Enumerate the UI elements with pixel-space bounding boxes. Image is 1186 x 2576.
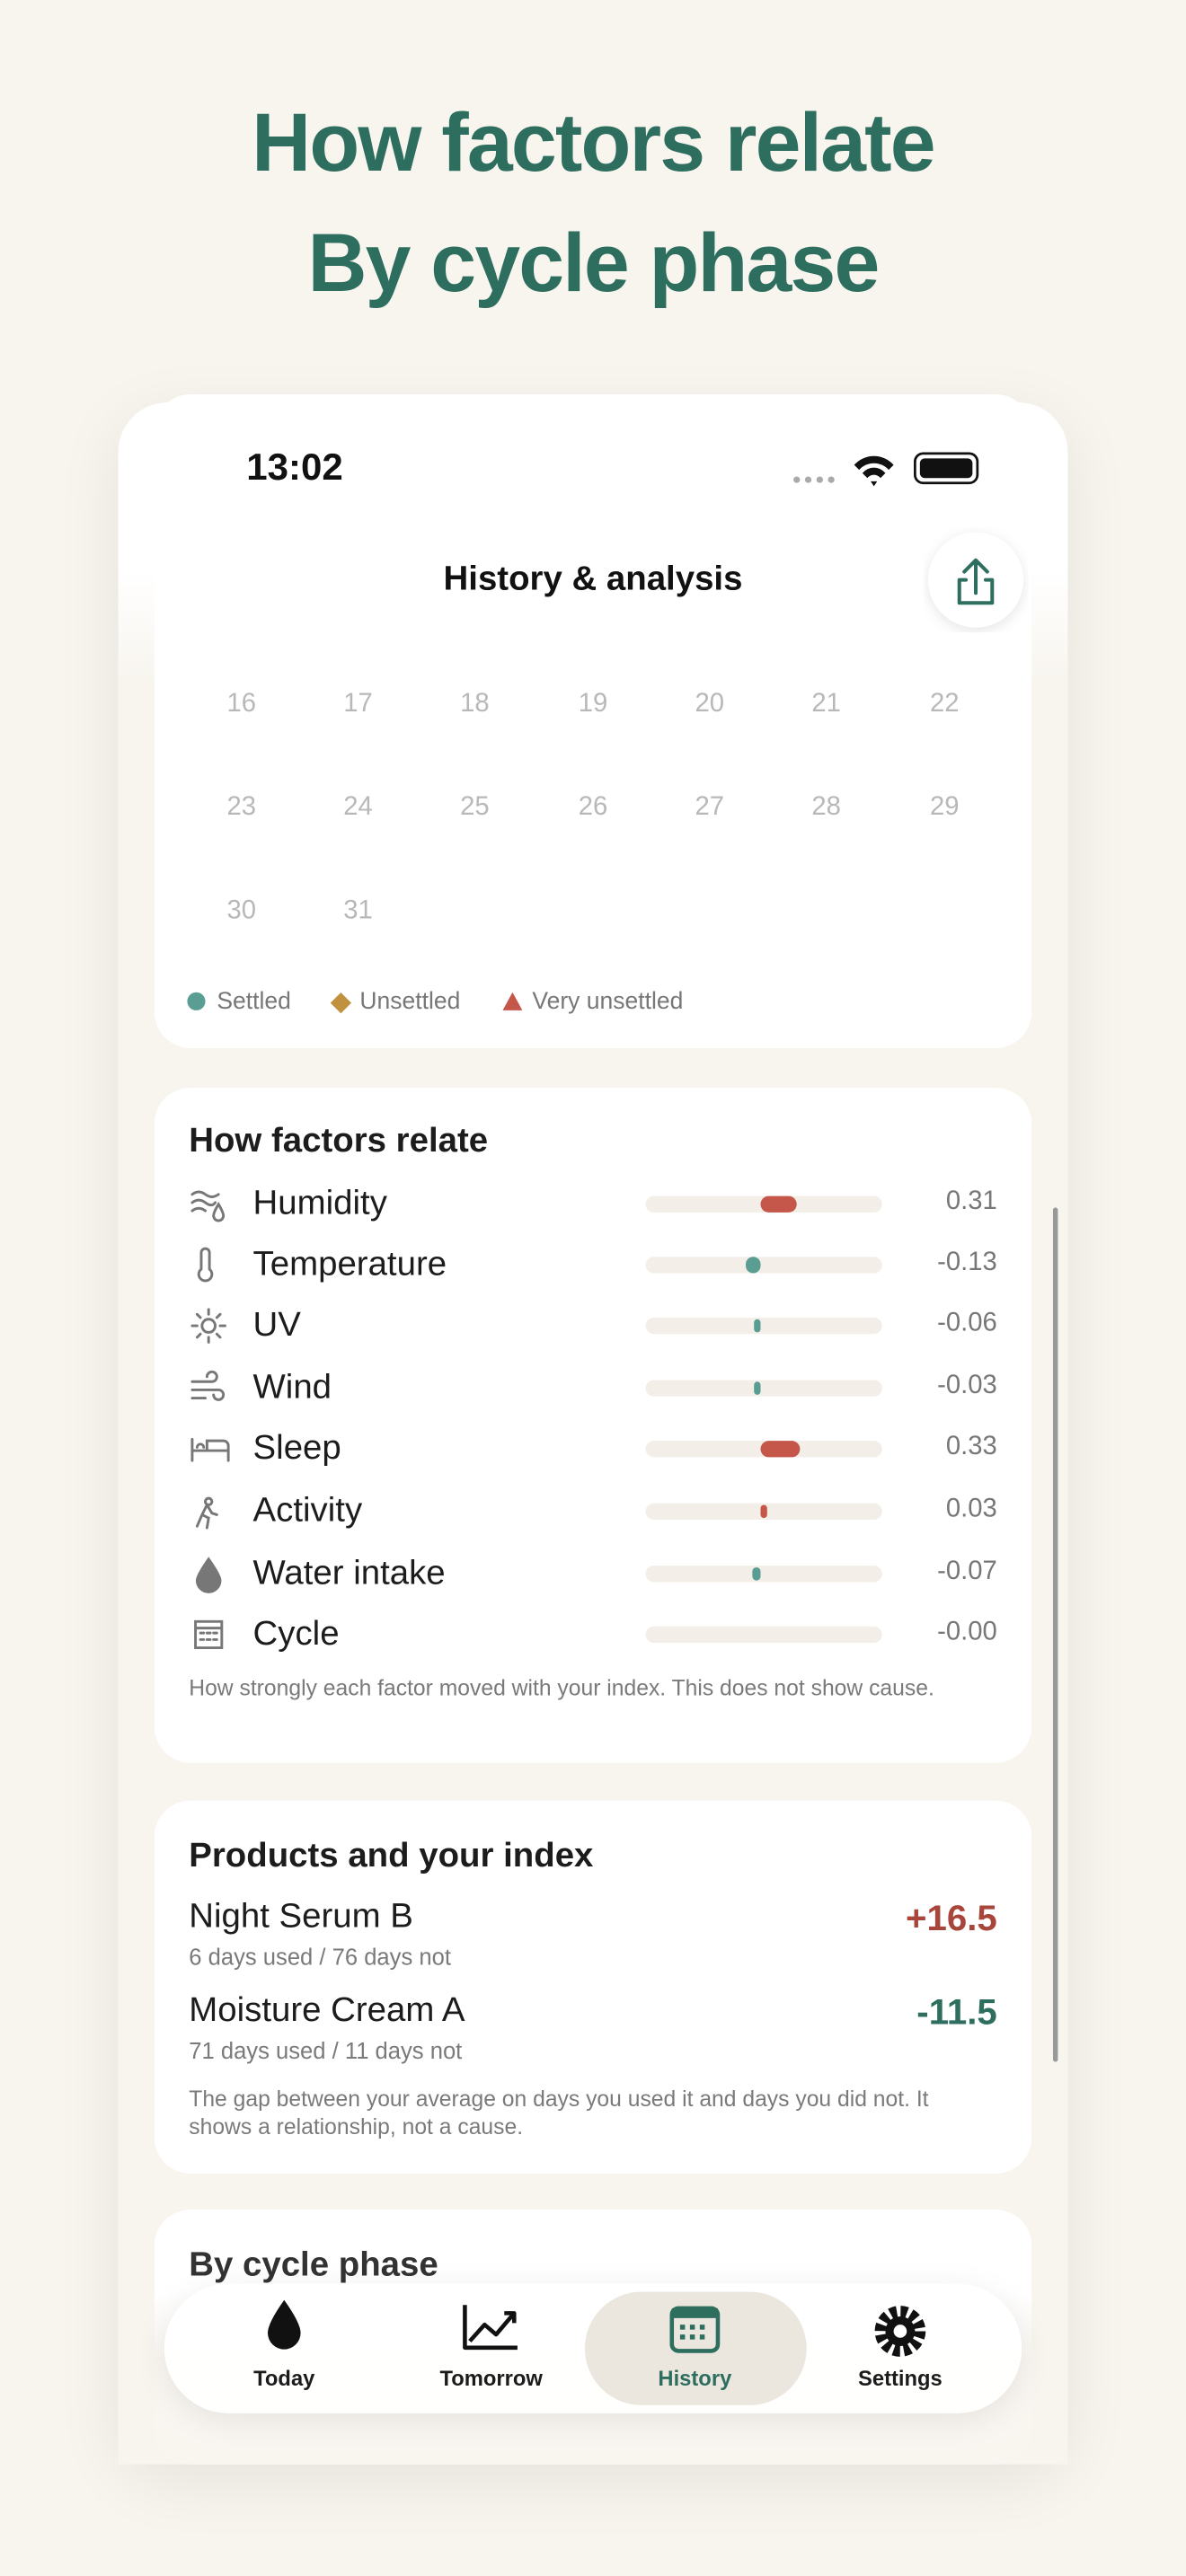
calendar-day: 25 bbox=[460, 793, 490, 822]
factor-track bbox=[645, 1626, 882, 1644]
calendar-day: 26 bbox=[578, 793, 608, 822]
factor-icon bbox=[190, 1370, 226, 1401]
factor-name: UV bbox=[252, 1306, 301, 1345]
card-title: Products and your index bbox=[189, 1836, 594, 1875]
calendar-day: 18 bbox=[460, 690, 490, 719]
factor-track bbox=[645, 1380, 882, 1397]
factor-value: -0.06 bbox=[937, 1309, 997, 1337]
calendar-day: 20 bbox=[695, 690, 725, 719]
factor-bar bbox=[752, 1566, 761, 1581]
factor-icon bbox=[195, 1496, 218, 1530]
factor-track bbox=[645, 1317, 882, 1335]
calendar-day: 28 bbox=[811, 793, 841, 822]
factor-bar bbox=[760, 1441, 800, 1458]
factor-value: -0.00 bbox=[937, 1618, 997, 1646]
factor-name: Humidity bbox=[252, 1184, 387, 1222]
nav-title: History & analysis bbox=[443, 560, 743, 598]
tab-label[interactable]: Settings bbox=[858, 2365, 943, 2391]
product-name: Moisture Cream A bbox=[189, 1990, 465, 2029]
factor-track bbox=[645, 1257, 882, 1274]
factor-icon bbox=[194, 1619, 224, 1650]
share-button[interactable] bbox=[924, 527, 1029, 632]
nav-background bbox=[118, 402, 1068, 683]
factor-name: Water intake bbox=[252, 1554, 446, 1592]
calendar-day: 24 bbox=[343, 793, 373, 822]
tab-label[interactable]: Today bbox=[253, 2365, 315, 2391]
legend-label: Very unsettled bbox=[532, 989, 684, 1016]
scrollbar bbox=[1052, 1207, 1058, 2062]
factor-name: Temperature bbox=[252, 1245, 447, 1284]
card-title: By cycle phase bbox=[189, 2245, 438, 2284]
product-value: +16.5 bbox=[905, 1897, 997, 1939]
calendar-day: 27 bbox=[695, 793, 725, 822]
factor-bar bbox=[754, 1381, 761, 1395]
legend-symbol bbox=[187, 992, 206, 1010]
factors-note: How strongly each factor moved with your… bbox=[189, 1675, 934, 1701]
product-detail: 6 days used / 76 days not bbox=[189, 1943, 451, 1971]
product-detail: 71 days used / 11 days not bbox=[189, 2037, 463, 2064]
calendar-day: 29 bbox=[929, 793, 960, 822]
calendar-day: 23 bbox=[226, 793, 257, 822]
headline: How factors relate bbox=[252, 96, 935, 190]
products-card bbox=[154, 1800, 1032, 2174]
factor-icon bbox=[197, 1247, 214, 1283]
calendar-day: 30 bbox=[226, 896, 257, 925]
products-note: The gap between your average on days you… bbox=[189, 2086, 929, 2139]
calendar-day: 16 bbox=[226, 690, 257, 719]
factor-icon bbox=[190, 1437, 230, 1462]
factor-value: 0.33 bbox=[945, 1432, 997, 1461]
legend-label: Settled bbox=[217, 989, 291, 1016]
factor-value: -0.13 bbox=[937, 1248, 997, 1277]
legend-label: Unsettled bbox=[359, 989, 461, 1016]
tab-label[interactable]: Tomorrow bbox=[439, 2365, 543, 2391]
factors-card bbox=[154, 1087, 1032, 1763]
factor-bar bbox=[760, 1504, 767, 1519]
status-time: 13:02 bbox=[246, 445, 343, 489]
factor-name: Wind bbox=[252, 1368, 332, 1407]
factor-bar bbox=[753, 1319, 761, 1333]
factor-icon bbox=[190, 1308, 226, 1344]
legend-symbol bbox=[502, 992, 523, 1010]
factor-icon bbox=[190, 1190, 226, 1222]
tab-icons bbox=[268, 2299, 926, 2357]
factor-name: Cycle bbox=[252, 1615, 340, 1654]
card-title: How factors relate bbox=[189, 1122, 489, 1160]
factor-bar bbox=[745, 1257, 761, 1273]
factor-value: -0.07 bbox=[937, 1557, 997, 1586]
factor-name: Activity bbox=[252, 1491, 363, 1530]
product-value: -11.5 bbox=[916, 1990, 997, 2033]
calendar-day: 31 bbox=[343, 896, 373, 925]
product-name: Night Serum B bbox=[189, 1897, 413, 1936]
factor-track bbox=[645, 1566, 882, 1583]
calendar-day: 21 bbox=[811, 690, 841, 719]
calendar-day: 17 bbox=[343, 690, 373, 719]
factor-icon bbox=[195, 1557, 222, 1593]
factor-name: Sleep bbox=[252, 1429, 341, 1468]
headline: By cycle phase bbox=[307, 216, 880, 309]
tab-label[interactable]: History bbox=[658, 2365, 732, 2391]
factor-value: 0.31 bbox=[945, 1187, 997, 1216]
status-icons bbox=[793, 452, 979, 487]
factor-bar bbox=[760, 1195, 798, 1213]
factor-value: 0.03 bbox=[945, 1495, 997, 1523]
calendar-day: 19 bbox=[578, 690, 608, 719]
calendar-day: 22 bbox=[929, 690, 960, 719]
factor-value: -0.03 bbox=[937, 1372, 997, 1400]
